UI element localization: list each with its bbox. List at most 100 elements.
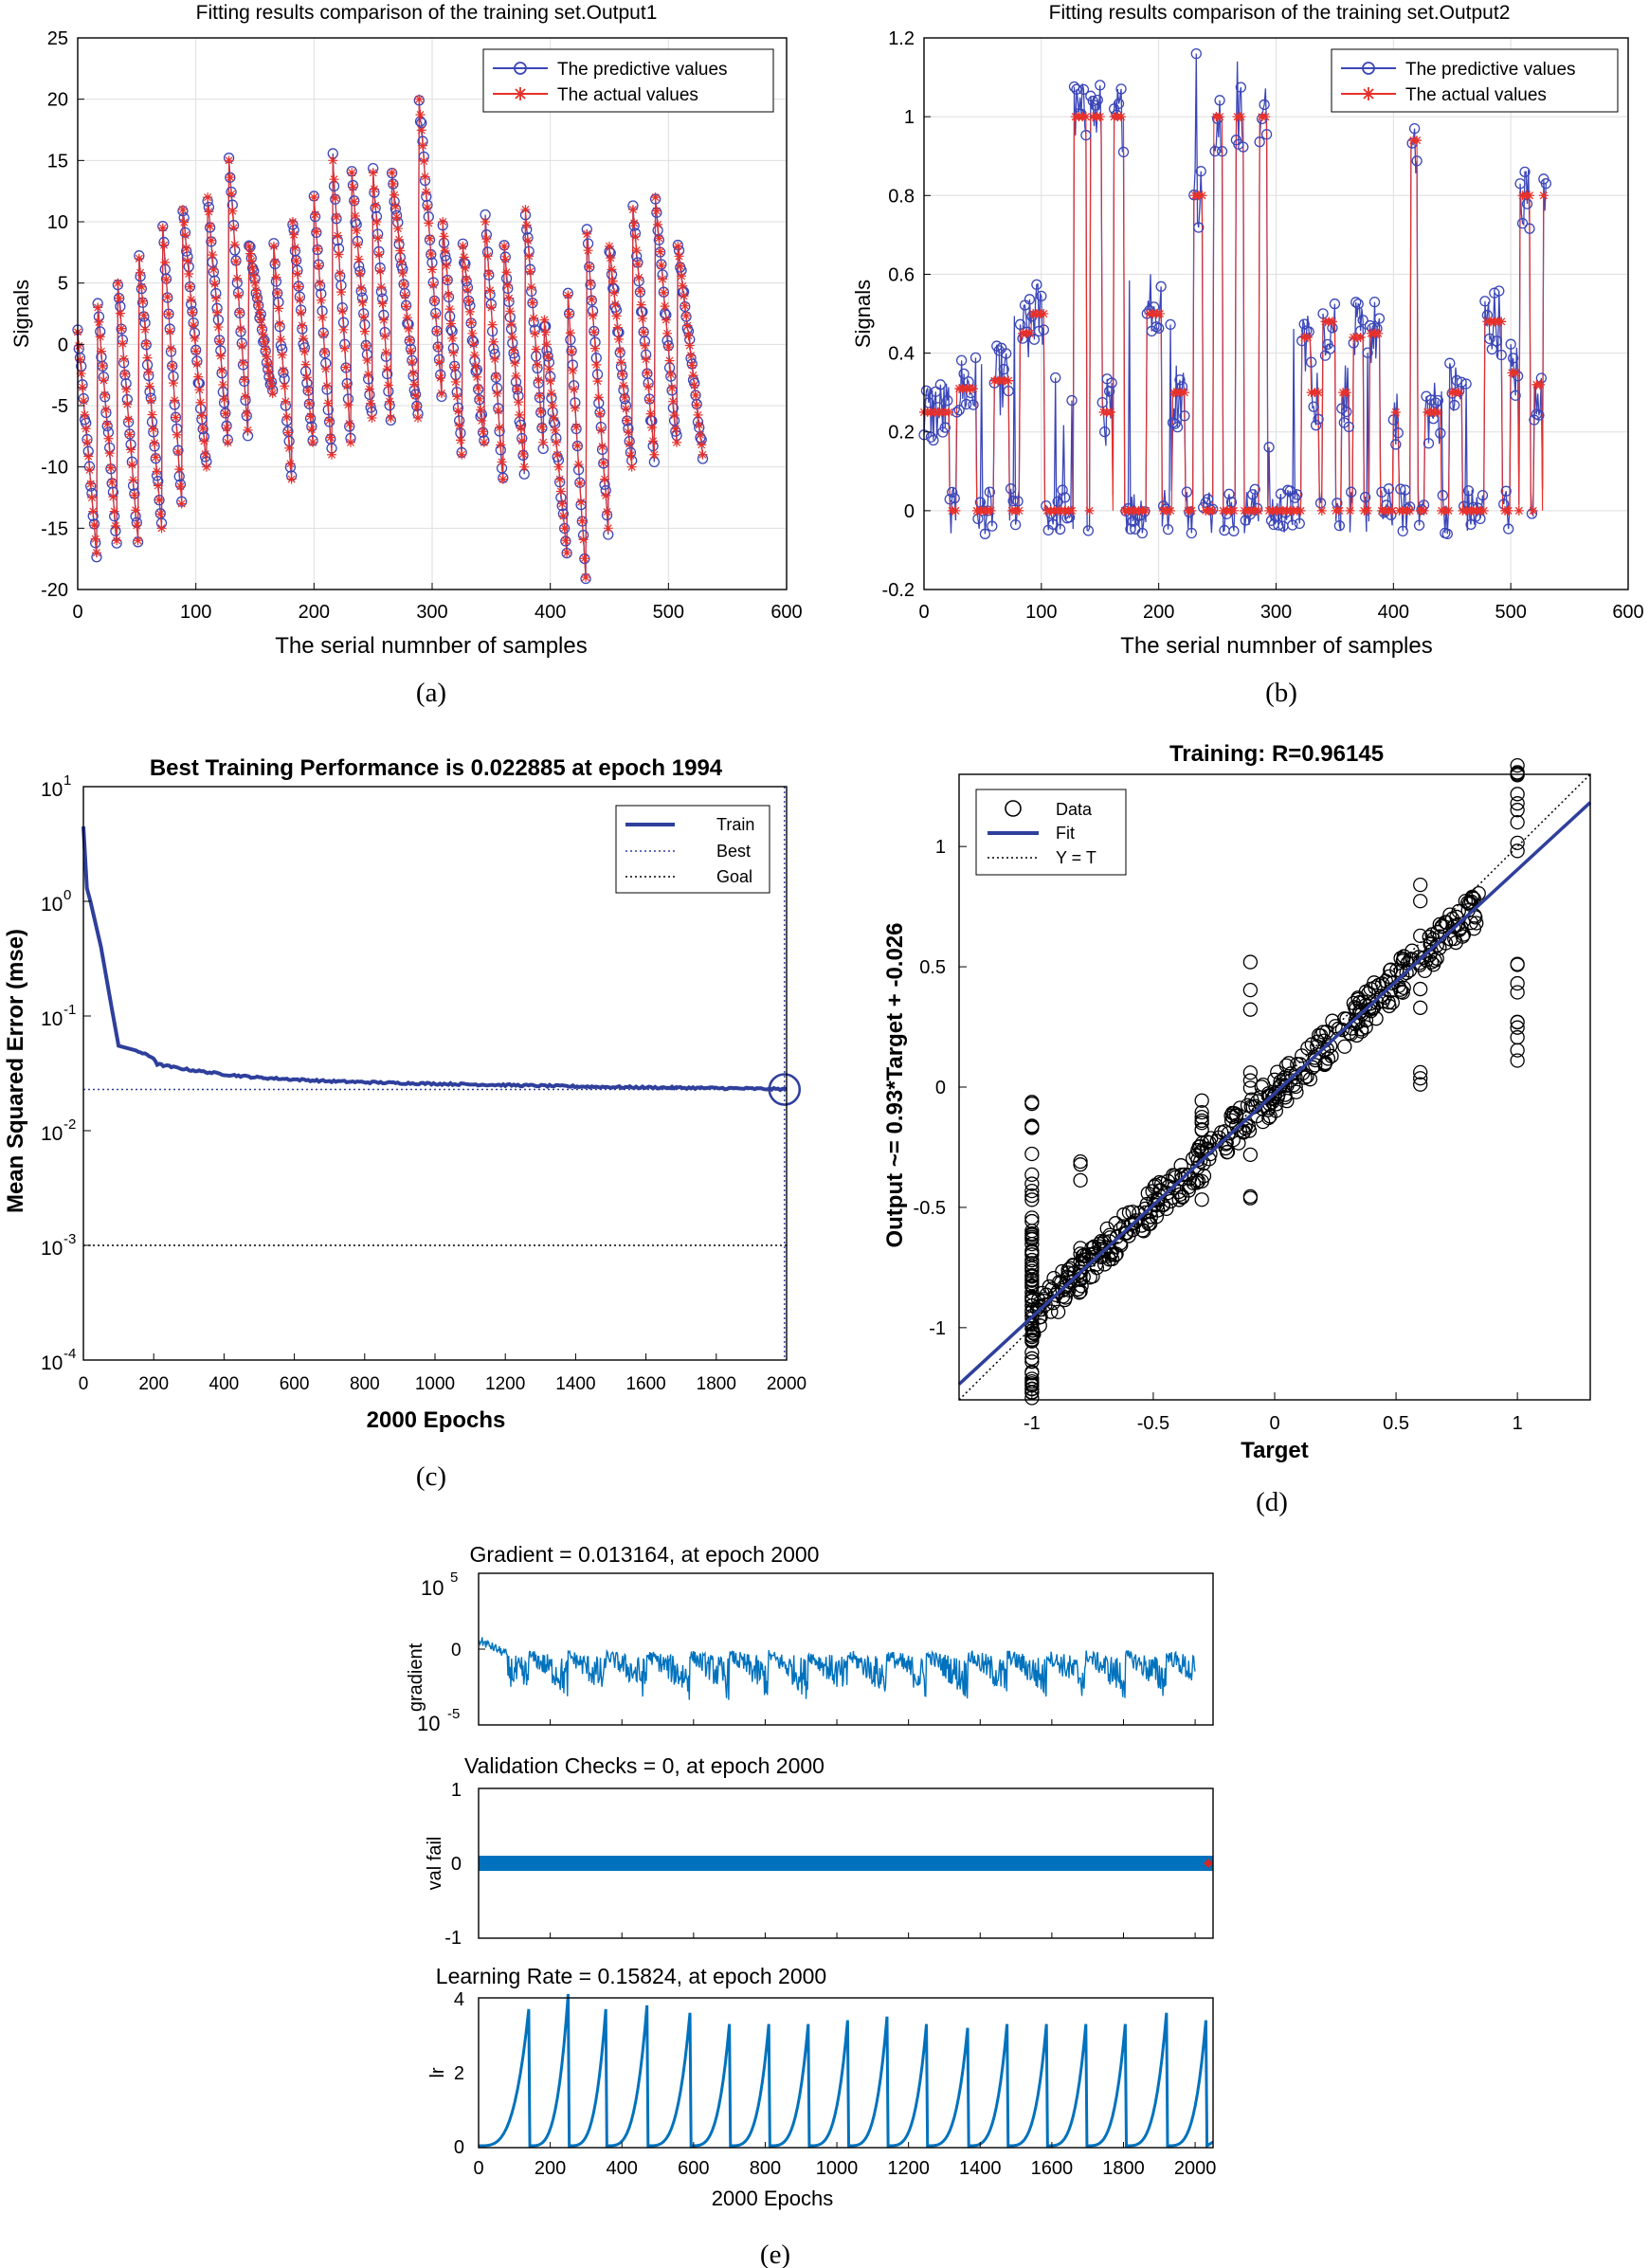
chart-c-ylabel: Mean Squared Error (mse): [3, 929, 28, 1213]
xtick-label: 400: [1378, 602, 1409, 623]
chart-e-val-axes-box: [478, 1787, 1214, 1939]
legend-b-pred-label: The predictive values: [1405, 60, 1576, 80]
ytick-label: -20: [41, 580, 68, 601]
xtick-label: 2000: [1174, 2158, 1217, 2179]
chart-b-ylabel: Signals: [851, 280, 875, 348]
chart-d-legend: Data Fit Y = T: [975, 789, 1127, 876]
ytick-e1-exp-mid: 0: [451, 1641, 462, 1660]
xtick-label: 500: [653, 602, 684, 623]
identity-line: [958, 773, 1591, 1401]
ytick-e3-0: 0: [454, 2137, 464, 2158]
xtick-label: 200: [138, 1374, 169, 1394]
ytick-e2-m1: -1: [444, 1928, 462, 1949]
xtick-label: 0: [473, 2158, 483, 2179]
chart-d-caption: (d): [1256, 1487, 1288, 1517]
ytick-label: 1.2: [888, 28, 915, 49]
chart-e-val-title: Validation Checks = 0, at epoch 2000: [464, 1753, 824, 1778]
xtick-label: 300: [416, 602, 447, 623]
ytick-label: 10: [47, 212, 68, 233]
legend-d-yt-label: Y = T: [1056, 848, 1096, 867]
legend-a-pred-marker: [514, 62, 527, 75]
ytick-label: 10: [41, 1238, 63, 1260]
ytick-label: 10: [41, 894, 63, 916]
xtick-label: 0: [72, 602, 82, 623]
legend-a-actual-label: The actual values: [557, 85, 698, 105]
chart-a-legend: The predictive values The actual values: [482, 48, 774, 113]
chart-c-plot: [82, 787, 802, 1360]
xtick-label: 100: [1025, 602, 1057, 623]
ytick-e1-base-bottom: 10: [417, 1712, 440, 1735]
chart-c-caption: (c): [416, 1461, 446, 1492]
best-point-marker: [768, 1073, 802, 1106]
ytick-exponent: 1: [63, 772, 71, 789]
chart-a: Fitting results comparison of the traini…: [9, 2, 803, 708]
gradient-curve: [478, 1637, 1196, 1700]
chart-e-lr-axes-box: [478, 1997, 1214, 2149]
xtick-label: 800: [350, 1374, 380, 1394]
chart-a-caption: (a): [416, 678, 446, 708]
chart-b-caption: (b): [1265, 678, 1297, 708]
xtick-label: 600: [1612, 602, 1643, 623]
chart-e-xticks: 0 200 400 600 800 1000 1200 1400 1600 1800 2000: [473, 1719, 1216, 2179]
ytick-label: 0.4: [888, 344, 915, 365]
ytick-exponent: -4: [63, 1346, 76, 1362]
xtick-label: 600: [678, 2158, 709, 2179]
chart-e-gradient-yticks: 10 5 0 10 -5: [417, 1569, 485, 1735]
ytick-label: 0: [58, 335, 68, 355]
chart-e-gradient-ylabel: gradient: [406, 1642, 426, 1712]
chart-e-gradient-axes-box: [478, 1572, 1214, 1726]
ytick-label: 10: [41, 1008, 63, 1030]
chart-c: Best Training Performance is 0.022885 at…: [3, 755, 806, 1492]
legend-c-train-label: Train: [716, 815, 754, 834]
xtick-label: 0.5: [1383, 1413, 1409, 1434]
ytick-e1-base-top: 10: [421, 1576, 444, 1600]
legend-b-actual-label: The actual values: [1405, 85, 1547, 105]
xtick-label: 1200: [485, 1374, 525, 1394]
xtick-label: 2000: [767, 1374, 806, 1394]
chart-b-ticks: 0 100 200 300 400 500 600-0.200.20.40.60.811.2: [882, 28, 1644, 623]
ytick-e2-0: 0: [451, 1854, 462, 1875]
chart-a-plot: [72, 94, 709, 585]
chart-e: Gradient = 0.013164, at epoch 2000 10 5 …: [406, 1542, 1216, 2268]
chart-a-title: Fitting results comparison of the traini…: [196, 2, 658, 24]
chart-d-ticks: -1 -0.5 0 0.5 1 1 0.5 0 -0.5 -1: [914, 837, 1523, 1434]
train-curve: [82, 826, 788, 1093]
xtick-label: 400: [535, 602, 566, 623]
val-end-marker: [1204, 1859, 1213, 1868]
xtick-label: 0: [918, 602, 929, 623]
ytick-label: 10: [41, 1123, 63, 1145]
legend-b-actual-marker: [1362, 87, 1375, 100]
ytick-e3-4: 4: [454, 1989, 464, 2010]
chart-d-plot: [957, 758, 1592, 1406]
xtick-label: 0: [1269, 1413, 1279, 1434]
xtick-label: 0: [79, 1374, 89, 1394]
legend-a-actual-marker: [514, 87, 527, 100]
xtick-label: 1800: [1102, 2158, 1145, 2179]
ytick-label: 0.8: [888, 186, 915, 207]
chart-e-xlabel: 2000 Epochs: [712, 2186, 833, 2210]
xtick-label: 200: [1143, 602, 1174, 623]
legend-d-fit-label: Fit: [1056, 824, 1075, 843]
xtick-label: 1000: [415, 1374, 455, 1394]
ytick-label: 20: [47, 90, 68, 111]
chart-e-gradient-plot: [478, 1637, 1196, 1700]
legend-c-best-label: Best: [716, 842, 751, 861]
series-a-pred-markers: [72, 95, 709, 585]
chart-c-xlabel: 2000 Epochs: [367, 1407, 506, 1433]
ytick-label: 1: [904, 107, 915, 128]
xtick-label: 300: [1260, 602, 1292, 623]
chart-b-xlabel: The serial numnber of samples: [1120, 633, 1432, 659]
ytick-label: -5: [51, 396, 68, 417]
ytick-label: 1: [935, 837, 946, 858]
ytick-exponent: -2: [63, 1116, 76, 1133]
chart-d: Training: R=0.96145 -1 -0.5 0 0.5 1 1 0.5 0 -0.5…: [882, 741, 1592, 1517]
xtick-label: 600: [770, 602, 802, 623]
series-a-actual-markers: [73, 94, 708, 583]
ytick-exponent: -3: [63, 1231, 76, 1247]
xtick-label: 200: [535, 2158, 566, 2179]
ytick-label: 5: [58, 274, 68, 295]
ytick-label: -0.2: [882, 580, 915, 601]
chart-d-title: Training: R=0.96145: [1169, 741, 1384, 767]
chart-a-xlabel: The serial numnber of samples: [275, 633, 587, 659]
